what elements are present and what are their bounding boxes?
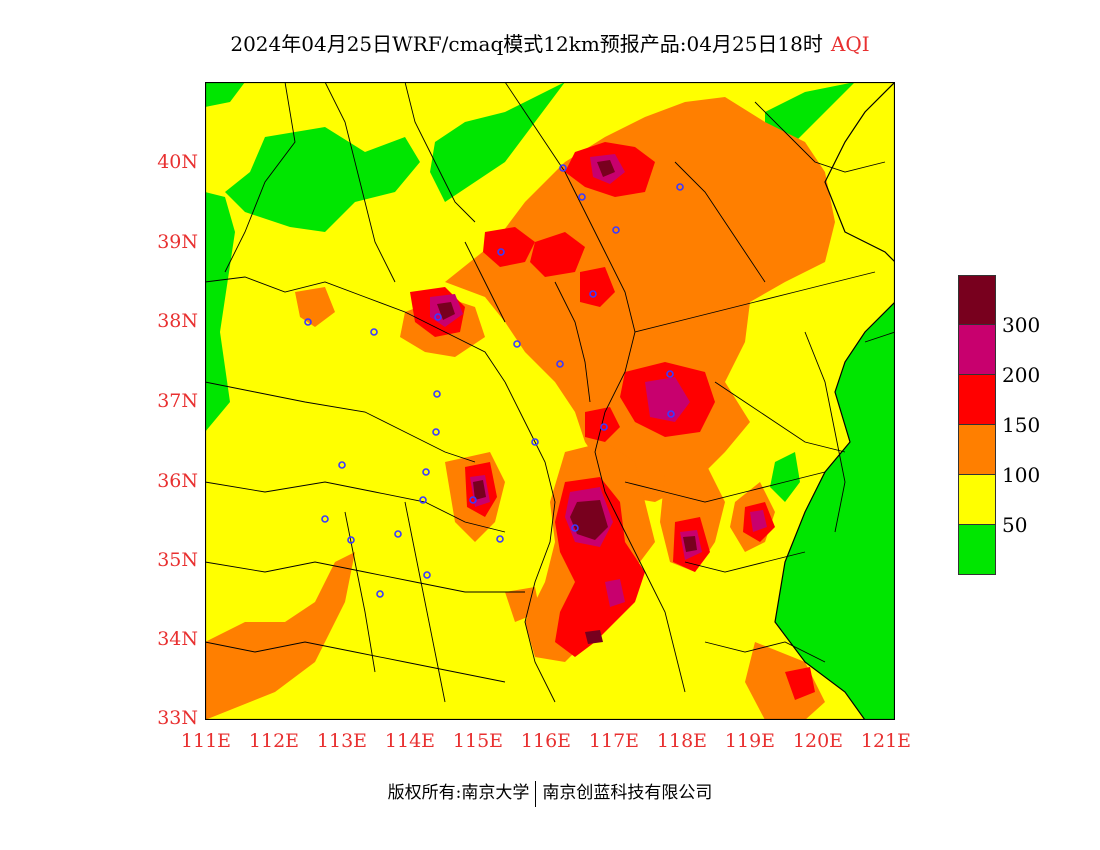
x-tick-label: 113E [316, 730, 368, 752]
aqi-good-regions [205, 82, 895, 720]
title-main: 2024年04月25日WRF/cmaq模式12km预报产品:04月25日18时 [230, 32, 823, 56]
legend-swatch [958, 375, 996, 425]
x-tick-label: 116E [520, 730, 572, 752]
map-frame [205, 82, 895, 720]
legend-swatch [958, 525, 996, 575]
aqi-color-legend [958, 275, 996, 575]
x-tick-label: 112E [248, 730, 300, 752]
y-tick-label: 34N [157, 628, 198, 650]
aqi-red-regions [410, 142, 815, 700]
y-tick-label: 36N [157, 470, 198, 492]
title-variable: AQI [830, 32, 870, 56]
legend-label: 300 [1002, 313, 1041, 337]
boundary-lines [205, 82, 895, 703]
legend-label: 50 [1002, 513, 1028, 537]
legend-label: 100 [1002, 463, 1041, 487]
legend-swatch [958, 325, 996, 375]
x-tick-label: 111E [180, 730, 232, 752]
aqi-map [205, 82, 895, 720]
legend-swatch [958, 425, 996, 475]
copyright-footer: 版权所有:南京大学 南京创蓝科技有限公司 [0, 778, 1100, 807]
x-tick-label: 121E [860, 730, 912, 752]
page-title: 2024年04月25日WRF/cmaq模式12km预报产品:04月25日18时 A… [0, 28, 1100, 57]
y-tick-label: 35N [157, 549, 198, 571]
y-tick-label: 39N [157, 231, 198, 253]
copyright-left: 版权所有:南京大学 [387, 783, 530, 803]
station-markers [304, 164, 684, 598]
y-tick-label: 37N [157, 390, 198, 412]
y-tick-label: 40N [157, 151, 198, 173]
x-tick-label: 119E [724, 730, 776, 752]
legend-swatch [958, 275, 996, 325]
x-tick-label: 120E [792, 730, 844, 752]
y-tick-label: 38N [157, 310, 198, 332]
legend-label: 150 [1002, 413, 1041, 437]
y-tick-label: 33N [157, 707, 198, 729]
legend-swatch [958, 475, 996, 525]
coastline [774, 82, 895, 720]
x-tick-label: 117E [588, 730, 640, 752]
footer-divider [535, 780, 537, 807]
x-tick-label: 118E [656, 730, 708, 752]
x-tick-label: 114E [384, 730, 436, 752]
copyright-right: 南京创蓝科技有限公司 [542, 783, 713, 803]
legend-label: 200 [1002, 363, 1041, 387]
x-tick-label: 115E [452, 730, 504, 752]
aqi-hazardous-regions [437, 160, 697, 644]
